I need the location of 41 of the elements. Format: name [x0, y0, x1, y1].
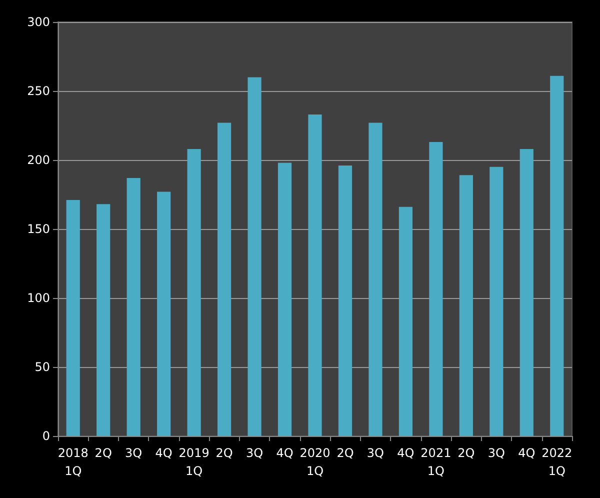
x-tick-label: 2018 1Q — [58, 446, 88, 478]
bar — [459, 175, 473, 436]
x-tick-label: 3Q — [246, 446, 264, 460]
bar — [248, 77, 262, 436]
x-tick-label: 2Q — [336, 446, 354, 460]
y-tick-label: 0 — [42, 429, 50, 443]
x-tick-label: 2Q — [94, 446, 112, 460]
bar — [278, 162, 292, 436]
x-tick-label: 3Q — [488, 446, 505, 460]
x-tick-label: 2Q — [458, 446, 475, 460]
bar — [368, 122, 382, 436]
x-tick-label: 2020 1Q — [300, 446, 330, 478]
x-tick-label: 4Q — [276, 446, 294, 460]
y-tick-label: 150 — [27, 222, 50, 236]
bar — [398, 206, 413, 436]
bar — [187, 148, 201, 436]
bar — [217, 122, 232, 436]
x-tick-label: 3Q — [366, 446, 384, 460]
bar — [520, 148, 534, 436]
bar — [126, 178, 140, 436]
x-tick-label: 4Q — [397, 446, 414, 460]
bar — [338, 166, 352, 436]
y-tick-label: 50 — [34, 360, 50, 374]
x-tick-label: 4Q — [518, 446, 536, 460]
x-tick-label: 2022 1Q — [542, 446, 572, 478]
bar — [490, 166, 504, 436]
bar — [157, 192, 171, 436]
y-tick-label: 250 — [27, 84, 50, 98]
y-tick-label: 100 — [27, 291, 50, 305]
x-tick-label: 3Q — [125, 446, 142, 460]
bar — [96, 204, 110, 436]
x-tick-label: 2Q — [216, 446, 233, 460]
y-tick-label: 200 — [27, 153, 50, 167]
x-tick-label: 2019 1Q — [178, 446, 210, 478]
bar — [66, 200, 80, 436]
bar — [308, 114, 322, 436]
y-tick-label: 300 — [27, 15, 50, 29]
bar — [550, 76, 564, 436]
bar — [429, 142, 443, 436]
x-tick-label: 2021 1Q — [420, 446, 452, 478]
x-tick-label: 4Q — [155, 446, 172, 460]
